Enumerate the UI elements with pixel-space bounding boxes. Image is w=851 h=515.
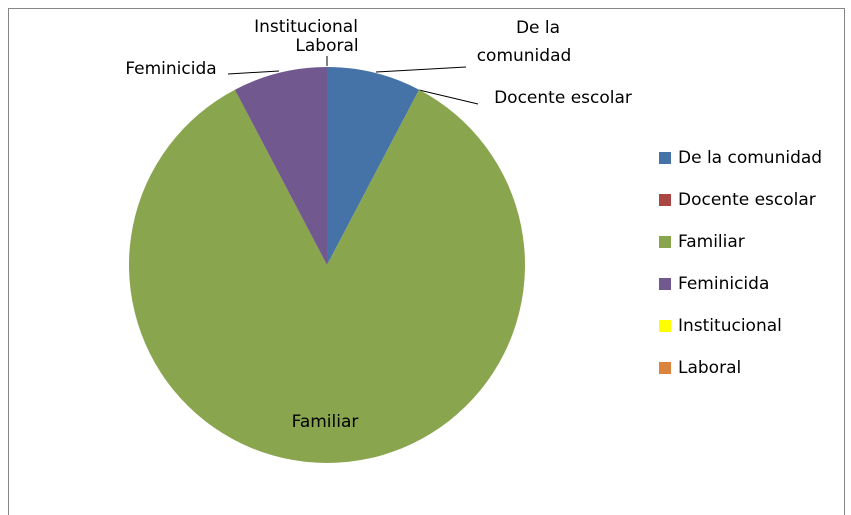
leader-line: [375, 66, 467, 73]
leader-line: [227, 70, 280, 75]
data-label: Laboral: [295, 36, 358, 56]
data-label: Familiar: [292, 412, 359, 432]
data-label: Institucional: [254, 17, 358, 37]
legend-swatch: [659, 278, 671, 290]
legend-label: Docente escolar: [678, 190, 816, 210]
data-label: De la comunidad: [477, 18, 572, 66]
pie-slice: [234, 67, 327, 265]
legend-label: De la comunidad: [678, 148, 822, 168]
legend-swatch: [659, 362, 671, 374]
data-label: Feminicida: [125, 59, 216, 79]
legend-label: Laboral: [678, 358, 741, 378]
legend-swatch: [659, 236, 671, 248]
legend-label: Feminicida: [678, 274, 769, 294]
legend-swatch: [659, 152, 671, 164]
pie-slice: [129, 89, 526, 464]
leader-line: [418, 89, 479, 105]
data-label: Docente escolar: [494, 88, 632, 108]
legend-swatch: [659, 194, 671, 206]
pie-slice: [327, 89, 420, 265]
pie-slice: [327, 67, 420, 265]
legend-label: Familiar: [678, 232, 745, 252]
legend-swatch: [659, 320, 671, 332]
legend-label: Institucional: [678, 316, 782, 336]
leader-lines: [227, 56, 479, 105]
